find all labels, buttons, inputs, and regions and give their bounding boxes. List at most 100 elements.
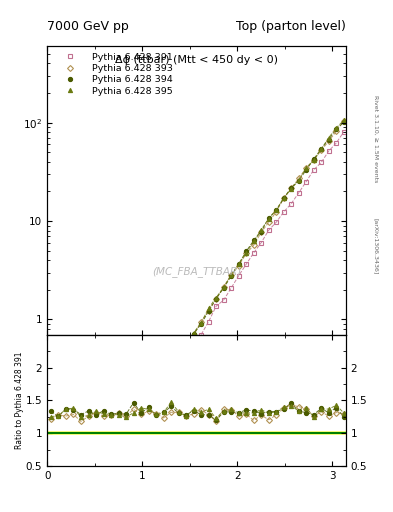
Pythia 6.428 393 <box>154 385 158 391</box>
Pythia 6.428 391 <box>154 396 158 402</box>
Pythia 6.428 391 <box>131 424 136 431</box>
Pythia 6.428 391 <box>79 448 83 454</box>
Pythia 6.428 395 <box>327 135 331 141</box>
Pythia 6.428 391 <box>266 227 271 233</box>
Pythia 6.428 394 <box>236 261 241 267</box>
Pythia 6.428 393 <box>49 449 53 455</box>
Pythia 6.428 393 <box>169 368 173 374</box>
Pythia 6.428 394 <box>86 434 91 440</box>
Pythia 6.428 391 <box>64 455 68 461</box>
Pythia 6.428 395 <box>86 436 91 442</box>
Pythia 6.428 394 <box>206 308 211 314</box>
Pythia 6.428 395 <box>109 427 114 433</box>
Bar <box>47 431 346 435</box>
Pythia 6.428 391 <box>334 140 339 146</box>
Pythia 6.428 393 <box>109 427 114 433</box>
Pythia 6.428 394 <box>274 207 279 213</box>
Pythia 6.428 393 <box>281 195 286 201</box>
Pythia 6.428 394 <box>334 126 339 132</box>
Pythia 6.428 395 <box>94 433 98 439</box>
Pythia 6.428 394 <box>252 238 256 244</box>
Pythia 6.428 393 <box>94 434 98 440</box>
Pythia 6.428 394 <box>311 156 316 162</box>
Pythia 6.428 391 <box>71 453 76 459</box>
Pythia 6.428 394 <box>169 365 173 371</box>
Pythia 6.428 394 <box>214 295 219 302</box>
Pythia 6.428 391 <box>199 332 204 338</box>
Pythia 6.428 391 <box>124 428 129 434</box>
Pythia 6.428 393 <box>334 129 339 135</box>
Pythia 6.428 393 <box>184 342 189 348</box>
Pythia 6.428 391 <box>296 190 301 196</box>
Pythia 6.428 395 <box>214 294 219 301</box>
Pythia 6.428 393 <box>259 229 264 236</box>
Pythia 6.428 393 <box>124 418 129 424</box>
Pythia 6.428 394 <box>71 440 76 446</box>
Pythia 6.428 394 <box>266 215 271 221</box>
Pythia 6.428 395 <box>252 239 256 245</box>
Pythia 6.428 395 <box>281 195 286 201</box>
Pythia 6.428 391 <box>56 455 61 461</box>
Pythia 6.428 394 <box>229 273 233 279</box>
Pythia 6.428 391 <box>229 285 233 291</box>
Pythia 6.428 391 <box>101 442 106 448</box>
Pythia 6.428 393 <box>71 442 76 449</box>
Pythia 6.428 395 <box>64 441 68 447</box>
Pythia 6.428 395 <box>296 177 301 183</box>
Pythia 6.428 395 <box>266 216 271 222</box>
Pythia 6.428 394 <box>221 285 226 291</box>
Pythia 6.428 393 <box>139 404 143 410</box>
Pythia 6.428 394 <box>124 417 129 423</box>
Pythia 6.428 393 <box>131 411 136 417</box>
Pythia 6.428 393 <box>56 444 61 451</box>
Pythia 6.428 394 <box>244 248 248 254</box>
Pythia 6.428 395 <box>304 165 309 171</box>
Pythia 6.428 395 <box>71 439 76 445</box>
Pythia 6.428 394 <box>184 342 189 348</box>
Pythia 6.428 395 <box>131 413 136 419</box>
Pythia 6.428 391 <box>86 446 91 453</box>
Pythia 6.428 395 <box>79 438 83 444</box>
Line: Pythia 6.428 393: Pythia 6.428 393 <box>49 119 346 454</box>
Pythia 6.428 395 <box>319 146 323 152</box>
Text: 7000 GeV pp: 7000 GeV pp <box>47 20 129 33</box>
Pythia 6.428 394 <box>289 184 294 190</box>
Text: (MC_FBA_TTBAR): (MC_FBA_TTBAR) <box>152 266 241 276</box>
Text: [arXiv:1306.3436]: [arXiv:1306.3436] <box>373 218 378 274</box>
Pythia 6.428 394 <box>49 445 53 451</box>
Pythia 6.428 394 <box>342 119 346 125</box>
Pythia 6.428 395 <box>229 272 233 278</box>
Pythia 6.428 394 <box>304 167 309 173</box>
Pythia 6.428 395 <box>221 284 226 290</box>
Pythia 6.428 394 <box>319 145 323 152</box>
Pythia 6.428 394 <box>131 408 136 414</box>
Text: Top (parton level): Top (parton level) <box>236 20 346 33</box>
Pythia 6.428 394 <box>139 403 143 410</box>
Pythia 6.428 393 <box>86 437 91 443</box>
Y-axis label: Ratio to Pythia 6.428 391: Ratio to Pythia 6.428 391 <box>15 352 24 449</box>
Pythia 6.428 393 <box>64 445 68 451</box>
Pythia 6.428 395 <box>101 431 106 437</box>
Pythia 6.428 393 <box>327 138 331 144</box>
Pythia 6.428 394 <box>94 435 98 441</box>
Pythia 6.428 395 <box>184 343 189 349</box>
Pythia 6.428 393 <box>244 250 248 257</box>
Pythia 6.428 394 <box>79 437 83 443</box>
Pythia 6.428 391 <box>109 438 114 444</box>
Pythia 6.428 394 <box>199 321 204 327</box>
Pythia 6.428 395 <box>206 305 211 311</box>
Pythia 6.428 395 <box>116 422 121 428</box>
Pythia 6.428 391 <box>116 433 121 439</box>
Pythia 6.428 394 <box>281 196 286 202</box>
Pythia 6.428 391 <box>161 387 166 393</box>
Pythia 6.428 391 <box>342 129 346 135</box>
Pythia 6.428 391 <box>139 415 143 421</box>
Pythia 6.428 394 <box>191 331 196 337</box>
Pythia 6.428 395 <box>146 394 151 400</box>
Pythia 6.428 395 <box>244 250 248 256</box>
Pythia 6.428 393 <box>311 157 316 163</box>
Pythia 6.428 395 <box>139 401 143 407</box>
Pythia 6.428 391 <box>244 261 248 267</box>
Pythia 6.428 394 <box>56 445 61 451</box>
Pythia 6.428 393 <box>176 355 181 361</box>
